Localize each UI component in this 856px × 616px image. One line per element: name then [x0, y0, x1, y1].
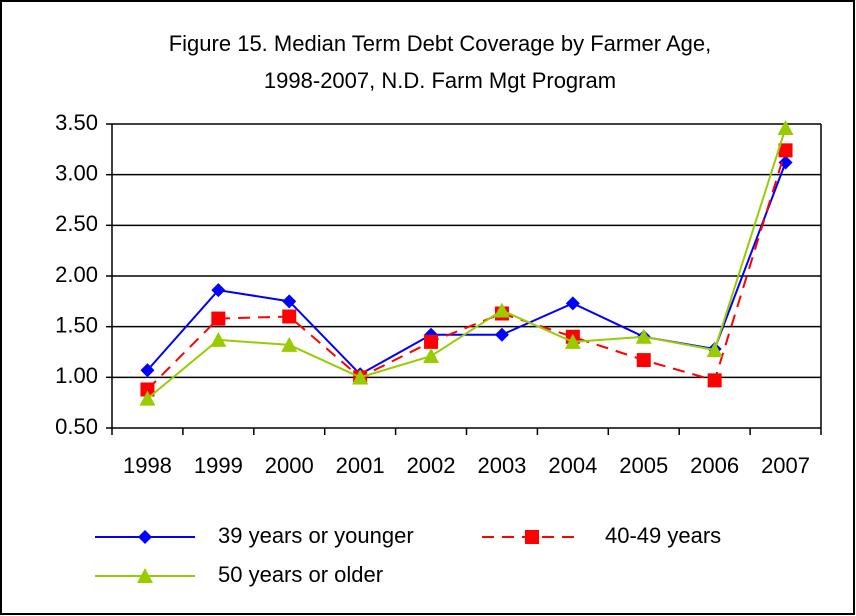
- marker: [707, 373, 722, 388]
- marker: [140, 382, 155, 397]
- series-line: [146, 127, 787, 400]
- marker: [778, 143, 793, 158]
- marker: [211, 311, 226, 326]
- y-tick-label: 2.00: [55, 262, 98, 287]
- marker: [352, 369, 369, 385]
- legend-label: 50 years or older: [218, 562, 383, 587]
- y-tick-label: 0.50: [55, 414, 98, 439]
- marker: [424, 334, 439, 349]
- marker: [211, 283, 226, 298]
- marker: [636, 353, 651, 368]
- marker: [565, 296, 580, 311]
- y-tick-label: 1.50: [55, 312, 98, 337]
- x-tick-label: 2003: [477, 453, 526, 478]
- marker: [777, 120, 794, 136]
- marker: [494, 327, 509, 342]
- x-tick-label: 2006: [690, 453, 739, 478]
- marker: [564, 333, 581, 349]
- marker: [423, 348, 440, 364]
- chart-title: Figure 15. Median Term Debt Coverage by …: [169, 31, 712, 56]
- chart-title: 1998-2007, N.D. Farm Mgt Program: [264, 68, 616, 93]
- y-tick-label: 1.00: [55, 363, 98, 388]
- series-line: [146, 150, 787, 391]
- marker: [281, 336, 298, 352]
- marker: [140, 363, 155, 378]
- x-tick-label: 2002: [407, 453, 456, 478]
- marker: [778, 155, 793, 170]
- legend-label: 39 years or younger: [218, 523, 414, 548]
- marker: [635, 328, 652, 344]
- marker: [282, 309, 297, 324]
- legend-label: 40-49 years: [605, 523, 721, 548]
- marker: [210, 331, 227, 347]
- x-tick-label: 2001: [336, 453, 385, 478]
- x-tick-label: 1998: [123, 453, 172, 478]
- marker: [138, 530, 152, 544]
- y-tick-label: 3.50: [55, 110, 98, 135]
- x-tick-label: 2007: [761, 453, 810, 478]
- y-tick-label: 2.50: [55, 211, 98, 236]
- marker: [139, 390, 156, 406]
- marker: [493, 302, 510, 318]
- marker: [525, 530, 539, 544]
- y-tick-label: 3.00: [55, 160, 98, 185]
- marker: [706, 341, 723, 357]
- x-tick-label: 2000: [265, 453, 314, 478]
- marker: [282, 294, 297, 309]
- x-tick-label: 2005: [619, 453, 668, 478]
- marker: [137, 568, 153, 583]
- x-tick-label: 2004: [548, 453, 597, 478]
- x-tick-label: 1999: [194, 453, 243, 478]
